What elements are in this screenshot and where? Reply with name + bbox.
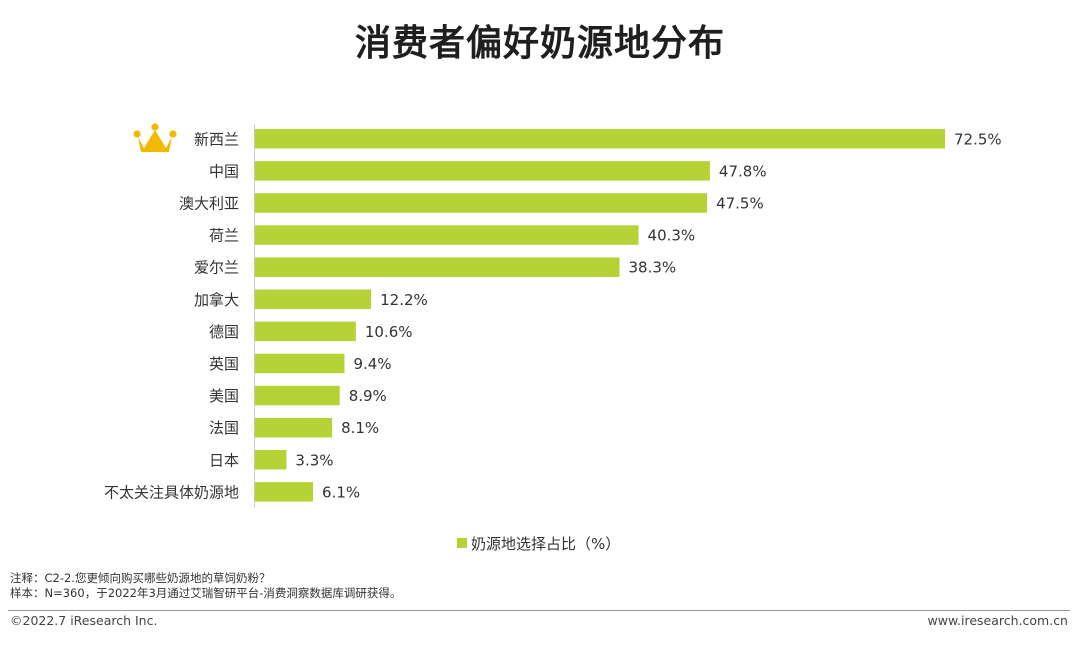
legend-swatch [457,538,467,548]
bar-8 [255,385,340,406]
legend-label: 奶源地选择占比（%） [471,535,620,553]
value-label: 10.6% [365,323,413,341]
category-label: 美国 [209,387,239,405]
bar-1 [255,161,710,181]
footer-website: www.iresearch.com.cn [927,613,1069,628]
category-label: 法国 [209,419,239,437]
value-label: 6.1% [322,483,360,501]
bar-11 [255,482,314,502]
category-label: 澳大利亚 [179,194,239,212]
bar-10 [255,450,287,470]
bar-9 [255,417,333,438]
chart-title: 消费者偏好奶源地分布 [354,23,725,64]
value-label: 12.2% [380,291,428,309]
bar-0 [255,129,945,149]
category-label: 不太关注具体奶源地 [104,483,239,501]
category-label: 英国 [209,355,239,373]
bar-6 [255,321,356,342]
value-label: 8.1% [341,419,379,437]
value-label: 9.4% [353,355,391,373]
value-label: 40.3% [648,227,696,245]
bar-4 [255,257,620,277]
bar-2 [255,193,708,213]
note-question: 注释：C2-2.您更倾向购买哪些奶源地的草饲奶粉？ [10,571,271,585]
bar-5 [255,289,372,309]
category-label: 新西兰 [194,130,239,148]
value-label: 72.5% [954,130,1002,148]
category-label: 加拿大 [194,291,239,309]
value-label: 47.5% [716,194,764,212]
category-label: 中国 [209,162,239,180]
value-label: 47.8% [719,162,767,180]
value-label: 8.9% [349,387,387,405]
crown-icon [133,123,177,152]
category-label: 荷兰 [209,227,239,245]
value-label: 3.3% [295,451,333,469]
bar-7 [255,353,345,374]
category-label: 日本 [209,451,239,469]
value-label: 38.3% [629,259,677,277]
category-label: 德国 [209,323,239,341]
legend: 奶源地选择占比（%） [457,535,620,553]
category-label: 爱尔兰 [194,259,239,277]
footer-copyright: ©2022.7 iResearch Inc. [10,613,158,628]
bar-chart: 新西兰 72.5% 中国 47.8% 澳大利亚 47.5% 荷兰 40.3% 爱尔兰 38.3% 加… [104,123,1002,553]
footer-divider [8,610,1070,611]
bar-3 [255,225,639,245]
bars-group: 新西兰 72.5% 中国 47.8% 澳大利亚 47.5% 荷兰 40.3% 爱尔兰 38.3% 加… [104,129,1002,502]
note-sample: 样本：N=360，于2022年3月通过艾瑞智研平台-消费洞察数据库调研获得。 [10,586,402,600]
